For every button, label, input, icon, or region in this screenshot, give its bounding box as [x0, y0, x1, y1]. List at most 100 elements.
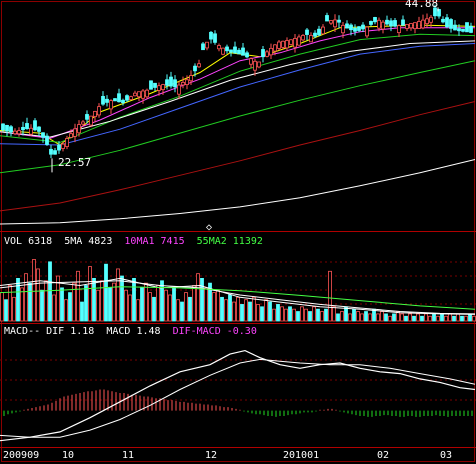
candle-body	[161, 84, 165, 90]
candle-body	[57, 144, 61, 151]
volume-bar	[164, 289, 168, 322]
price-ma-line-6	[0, 101, 476, 212]
candle-body	[129, 96, 133, 101]
candle-body	[373, 17, 377, 23]
volume-bar	[108, 287, 112, 322]
candle-body	[317, 28, 321, 36]
candle-body	[149, 80, 153, 90]
candle-body	[61, 143, 65, 149]
volume-bar	[464, 315, 468, 322]
macd-panel	[0, 349, 476, 442]
candle-body	[353, 27, 357, 32]
volume-bar	[208, 282, 212, 322]
candle-body	[397, 25, 401, 34]
volume-bar	[320, 311, 324, 322]
volume-bar	[28, 282, 32, 322]
volume-bar	[148, 292, 152, 322]
candle-body	[9, 126, 13, 133]
candle-body	[65, 138, 69, 147]
volume-bar	[140, 287, 144, 322]
candle-body	[325, 15, 329, 22]
candle-body	[133, 92, 137, 97]
candle-body	[257, 61, 261, 68]
candle-body	[1, 123, 5, 131]
candle-body	[193, 65, 197, 72]
candle-body	[469, 25, 473, 33]
volume-bar	[376, 313, 380, 322]
candle-body	[21, 126, 25, 131]
candle-body	[357, 26, 361, 31]
price-ma-line-5	[0, 60, 476, 174]
volume-bar	[452, 315, 456, 322]
volume-bar	[48, 261, 52, 322]
candle-body	[277, 41, 281, 49]
candle-body	[297, 36, 301, 46]
macd-dif-line	[0, 349, 476, 442]
volume-bar	[184, 292, 188, 322]
candle-body	[109, 100, 113, 110]
candle-body	[341, 24, 345, 34]
volume-bar	[308, 311, 312, 322]
volume-bar	[420, 315, 424, 322]
volume-legend: VOL 6318 5MA 4823 10MA1 7415 55MA2 11392	[4, 236, 269, 248]
volume-bar	[392, 313, 396, 322]
candle-body	[285, 40, 289, 49]
volume-bar	[36, 268, 40, 322]
volume-bar	[380, 311, 384, 322]
date-label-10: 10	[62, 450, 75, 461]
volume-bar	[160, 280, 164, 322]
volume-bar	[260, 306, 264, 322]
candle-body	[229, 49, 233, 53]
volume-bar	[248, 301, 252, 322]
volume-bar	[104, 263, 108, 322]
volume-bar	[144, 282, 148, 322]
volume-bar	[316, 308, 320, 322]
volume-bar	[444, 315, 448, 322]
candle-body	[197, 63, 201, 68]
volume-bar	[236, 296, 240, 322]
volume-bar	[168, 294, 172, 322]
candle-body	[269, 47, 273, 56]
candle-body	[181, 82, 185, 86]
candle-body	[377, 19, 381, 29]
date-label-11: 11	[122, 450, 135, 461]
volume-bar	[384, 313, 388, 322]
volume-bar	[332, 306, 336, 322]
volume-bar	[20, 287, 24, 322]
volume-bar	[388, 315, 392, 322]
volume-bar	[188, 296, 192, 322]
volume-bar	[416, 313, 420, 322]
volume-bar	[60, 287, 64, 322]
macd-title-legend-item: MACD-- DIF 1.18	[4, 326, 95, 337]
volume-bar	[472, 315, 476, 322]
low-price-label: 22.57	[58, 156, 92, 169]
volume-bar	[360, 313, 364, 322]
candle-body	[337, 19, 341, 23]
candle-body	[145, 89, 149, 98]
volume-bar	[204, 287, 208, 322]
candle-body	[105, 98, 109, 103]
volume-bar	[216, 289, 220, 322]
macd-dea-line	[0, 358, 476, 438]
volume-bar	[276, 304, 280, 322]
volume-bar	[84, 285, 88, 322]
candle-body	[465, 22, 469, 33]
candle-body	[233, 46, 237, 54]
candle-body	[369, 21, 373, 25]
candle-body	[333, 19, 337, 28]
volume-bar	[96, 289, 100, 322]
candle-body	[345, 23, 349, 29]
volume-bar	[116, 268, 120, 322]
volume-bar	[404, 315, 408, 322]
candle-body	[137, 91, 141, 98]
candle-body	[281, 40, 285, 48]
volume-bar	[8, 285, 12, 322]
candle-body	[461, 28, 465, 32]
volume-bar	[424, 313, 428, 322]
volume-bar	[88, 266, 92, 322]
candle-body	[241, 47, 245, 56]
candle-body	[5, 124, 9, 132]
candle-body	[173, 79, 177, 88]
candle-body	[425, 18, 429, 24]
volume-bar	[368, 313, 372, 322]
